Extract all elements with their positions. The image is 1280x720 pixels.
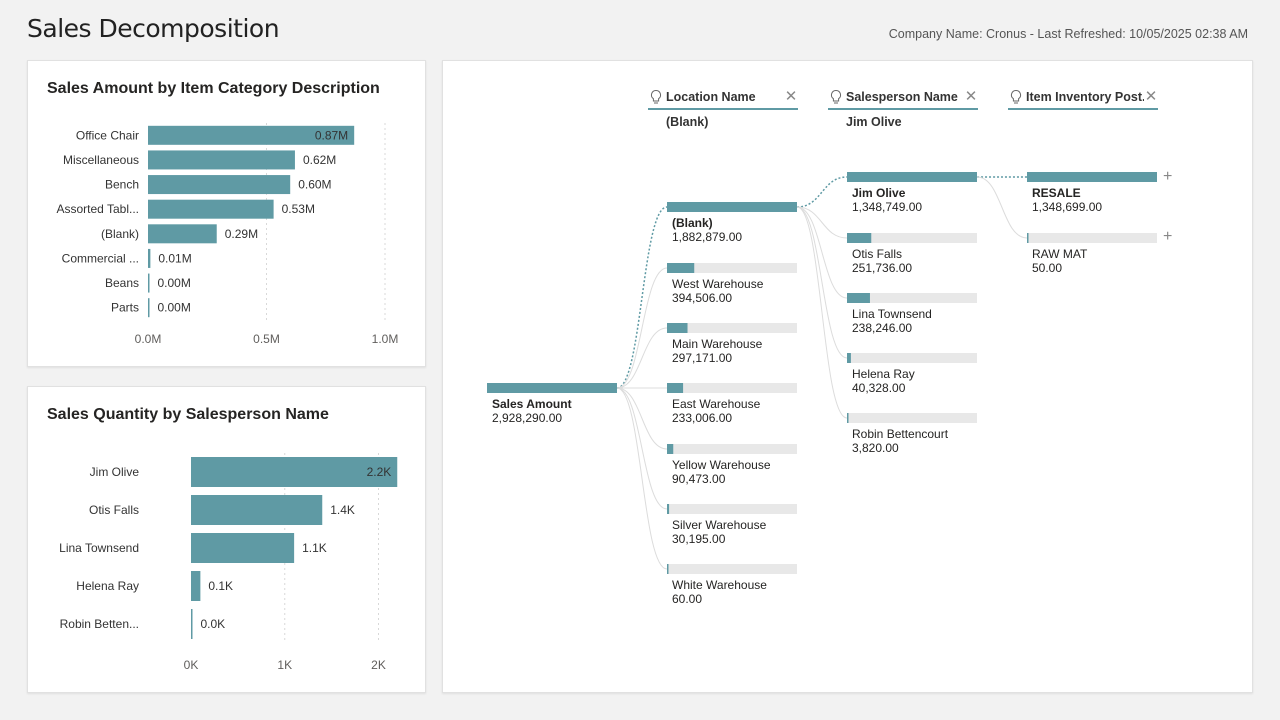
category-label: Beans [105,276,139,290]
category-label: Helena Ray [76,579,139,593]
data-label: 1.4K [330,503,355,517]
x-tick-label: 0.0M [135,332,162,346]
lightbulb-icon[interactable] [828,89,844,105]
level-header-salesperson[interactable]: Salesperson Name ✕ Jim Olive [828,88,978,129]
bar [191,571,201,601]
category-label: Parts [111,301,139,315]
decomposition-tree-card[interactable] [442,60,1253,693]
last-refreshed-text: Company Name: Cronus - Last Refreshed: 1… [888,27,1248,41]
level-header-label: Location Name [666,90,756,104]
data-label: 0.00M [158,276,191,290]
data-label: 0.0K [201,617,226,631]
category-label: Miscellaneous [63,153,139,167]
x-tick-label: 1.0M [372,332,399,346]
x-tick-label: 0K [184,658,199,672]
category-label: Office Chair [76,128,139,142]
bar [148,150,295,170]
close-icon[interactable]: ✕ [1144,88,1158,105]
x-tick-label: 0.5M [253,332,280,346]
level-header-item-inventory[interactable]: Item Inventory Post... ✕ [1008,88,1158,115]
lightbulb-icon[interactable] [648,89,664,105]
close-icon[interactable]: ✕ [964,88,978,105]
x-tick-label: 1K [277,658,292,672]
data-label: 0.01M [158,251,191,265]
data-label: 0.60M [298,178,331,192]
expand-plus-icon[interactable]: + [1163,228,1173,245]
category-label: Assorted Tabl... [57,202,140,216]
category-label: Jim Olive [90,465,140,479]
data-label: 2.2K [367,465,392,479]
data-label: 0.53M [282,202,315,216]
level-header-label: Item Inventory Post... [1026,90,1144,104]
bar [148,175,291,195]
sales-amount-by-category-card[interactable]: Sales Amount by Item Category Descriptio… [27,60,426,367]
data-label: 0.62M [303,153,336,167]
category-label: Commercial ... [62,251,139,265]
bar [148,273,150,293]
bar [191,533,295,563]
close-icon[interactable]: ✕ [784,88,798,105]
category-label: Lina Townsend [59,541,139,555]
data-label: 0.00M [158,301,191,315]
bar [191,457,398,487]
sales-amount-by-category-chart[interactable]: 0.0M 0.5M 1.0M Office Chair 0.87M Miscellaneo… [28,61,425,366]
chart-title: Sales Amount by Item Category Descriptio… [47,80,380,97]
bar [148,199,274,219]
bar [148,125,355,145]
category-label: (Blank) [101,227,139,241]
bar [148,224,217,244]
category-label: Otis Falls [89,503,139,517]
level-header-value: Jim Olive [846,115,902,129]
level-header-label: Salesperson Name [846,90,958,104]
data-label: 0.1K [208,579,233,593]
data-label: 1.1K [302,541,327,555]
category-label: Robin Betten... [60,617,139,631]
sales-quantity-by-salesperson-chart[interactable]: 0K 1K 2K Jim Olive 2.2K Otis Falls 1.4K Lina To… [28,387,425,692]
sales-quantity-by-salesperson-card[interactable]: Sales Quantity by Salesperson Name 0K 1K 2… [27,386,426,693]
lightbulb-icon[interactable] [1008,89,1024,105]
category-label: Bench [105,178,139,192]
bar [148,248,151,268]
chart-title: Sales Quantity by Salesperson Name [47,406,329,423]
x-tick-label: 2K [371,658,386,672]
data-label: 0.29M [225,227,258,241]
level-header-value: (Blank) [666,115,709,129]
expand-plus-icon[interactable]: + [1163,168,1173,185]
page-title: Sales Decomposition [27,14,280,43]
data-label: 0.87M [315,128,348,142]
bar [191,495,323,525]
bar [148,298,150,318]
bar [191,609,193,639]
level-header-location[interactable]: Location Name ✕ (Blank) [648,88,798,129]
